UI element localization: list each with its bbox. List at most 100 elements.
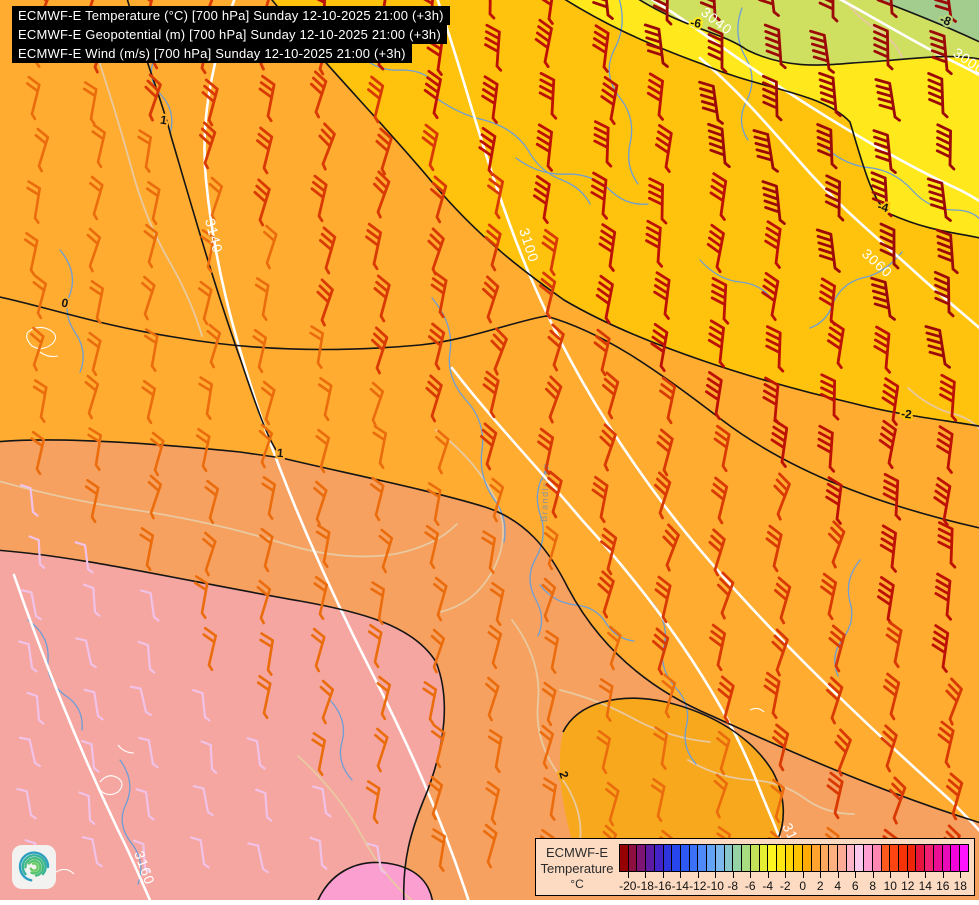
wind-barb-icon <box>89 280 105 324</box>
wind-barb-icon <box>888 776 907 825</box>
wind-barb-icon <box>426 482 442 526</box>
wind-barb-icon <box>369 476 385 522</box>
wind-barb-icon <box>883 672 901 721</box>
wind-barb-icon <box>818 71 842 118</box>
wind-barb-icon <box>646 72 664 121</box>
temperature-contour-line <box>126 0 979 824</box>
legend-tick-label: -4 <box>762 879 774 893</box>
wind-barb-icon <box>75 637 97 669</box>
temperature-contour-line <box>876 0 979 43</box>
wind-barb-icon <box>311 627 326 673</box>
wind-barb-icon <box>592 24 610 73</box>
legend-tick-label: -6 <box>744 879 756 893</box>
wind-barb-icon <box>482 370 500 419</box>
wind-barb-icon <box>590 171 609 220</box>
wind-barb-icon <box>195 427 211 473</box>
wind-barb-icon <box>878 419 897 470</box>
legend-tick-mark <box>872 872 874 878</box>
wind-barb-icon <box>595 274 614 325</box>
legend-color-cell <box>628 845 638 871</box>
legend-color-cell <box>654 845 664 871</box>
wind-barb-icon <box>479 422 498 471</box>
wind-barb-icon <box>661 673 677 719</box>
wind-barb-icon <box>541 228 559 277</box>
wind-barb-icon <box>423 69 442 120</box>
wind-barb-icon <box>197 280 213 326</box>
legend-color-cell <box>960 845 968 871</box>
wind-barb-icon <box>192 688 211 722</box>
wind-barb-icon <box>200 740 218 774</box>
legend-color-cell <box>785 845 795 871</box>
legend-tick-label: 8 <box>869 879 877 893</box>
wind-barb-icon <box>317 376 333 422</box>
country-border-line <box>687 759 855 815</box>
wind-barb-icon <box>764 220 782 269</box>
river-line <box>809 251 903 329</box>
wind-barb-icon <box>252 328 268 374</box>
wind-barb-icon <box>489 477 505 523</box>
wind-barb-icon <box>716 730 731 776</box>
legend-tick-mark <box>785 872 787 878</box>
wind-barb-icon <box>926 177 952 222</box>
wind-barb-icon <box>885 620 903 669</box>
white-border-mark <box>117 744 135 754</box>
wind-barb-icon <box>74 541 94 574</box>
legend-tick-label: -2 <box>779 879 791 893</box>
legend-color-cell <box>698 845 708 871</box>
wind-barb-icon <box>91 123 107 169</box>
wind-barb-icon <box>18 640 38 673</box>
river-line <box>329 699 353 781</box>
wind-barb-icon <box>316 278 334 327</box>
wind-barb-icon <box>716 571 735 620</box>
wind-barb-icon <box>30 326 45 372</box>
wind-barb-icon <box>254 277 270 321</box>
legend-color-cell <box>663 845 673 871</box>
wind-barb-icon <box>435 429 450 475</box>
legend-tick-mark <box>697 872 699 878</box>
legend-tick-mark <box>820 872 822 878</box>
country-border-line <box>435 429 505 613</box>
wind-barb-icon <box>706 223 725 274</box>
wind-barb-icon <box>129 685 152 717</box>
wind-barb-icon <box>253 178 271 227</box>
wind-barb-icon <box>318 122 336 171</box>
wind-barb-icon <box>600 75 619 126</box>
wind-barb-icon <box>425 374 443 423</box>
wind-barb-icon <box>23 231 39 277</box>
legend-color-cell <box>890 845 899 871</box>
wind-barb-icon <box>147 474 163 520</box>
wind-barb-icon <box>772 723 790 772</box>
wind-barb-icon <box>256 674 272 720</box>
legend-color-cell <box>646 845 655 871</box>
wind-barb-icon <box>713 424 731 473</box>
wind-barb-icon <box>662 523 680 572</box>
wind-barb-icon <box>261 476 277 520</box>
legend-color-cell <box>846 845 856 871</box>
wind-barb-icon <box>872 23 894 71</box>
legend-tick-mark <box>855 872 857 878</box>
legend-color-cell <box>803 845 812 871</box>
wind-barb-icon <box>541 577 557 623</box>
logo-spiral-arc <box>21 854 47 876</box>
wind-barb-icon <box>589 0 614 20</box>
wind-barb-icon <box>882 472 902 521</box>
wind-barb-icon <box>143 328 159 372</box>
country-border-line <box>844 0 903 58</box>
wind-barb-icon <box>656 428 674 477</box>
wind-barb-icon <box>87 427 102 471</box>
wind-barb-icon <box>653 271 671 320</box>
wind-barb-icon <box>430 270 448 319</box>
wind-barb-icon <box>81 836 103 868</box>
legend-parameter-label: Temperature <box>540 861 614 876</box>
wind-barb-icon <box>137 640 156 674</box>
legend-tick-mark <box>627 872 629 878</box>
wind-barb-icon <box>28 535 46 569</box>
legend-tick-mark <box>942 872 944 878</box>
geopotential-contour-line <box>450 366 786 852</box>
wind-barb-icon <box>651 627 670 676</box>
legend-tick-mark <box>907 872 909 878</box>
wind-barb-icon <box>201 78 219 127</box>
wind-barb-icon <box>309 836 328 870</box>
wind-barb-icon <box>261 380 276 426</box>
legend-color-cell <box>681 845 690 871</box>
